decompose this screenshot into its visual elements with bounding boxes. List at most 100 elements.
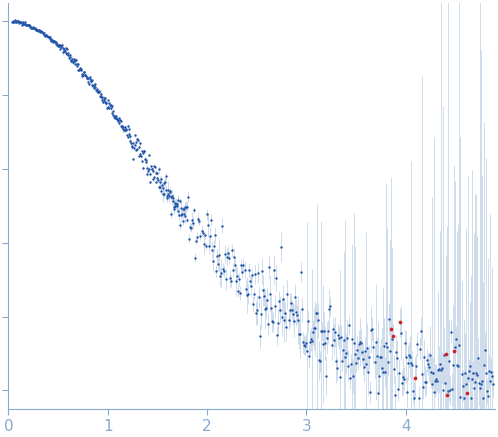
- Point: [37, 27, 45, 34]
- Point: [312, 309, 320, 316]
- Point: [270, 267, 278, 274]
- Point: [229, 266, 237, 273]
- Point: [375, 354, 383, 361]
- Point: [32, 26, 40, 33]
- Point: [289, 310, 297, 317]
- Point: [329, 326, 337, 333]
- Point: [129, 156, 137, 163]
- Point: [113, 116, 121, 123]
- Point: [431, 377, 439, 384]
- Point: [164, 190, 172, 197]
- Point: [305, 352, 313, 359]
- Point: [46, 34, 54, 41]
- Point: [474, 355, 482, 362]
- Point: [257, 310, 265, 317]
- Point: [59, 48, 67, 55]
- Point: [479, 394, 487, 401]
- Point: [180, 210, 188, 217]
- Point: [436, 361, 444, 368]
- Point: [143, 164, 151, 171]
- Point: [323, 334, 331, 341]
- Point: [29, 23, 37, 30]
- Point: [239, 268, 247, 275]
- Point: [355, 341, 363, 348]
- Point: [477, 380, 485, 387]
- Point: [446, 387, 454, 394]
- Point: [194, 215, 202, 222]
- Point: [38, 29, 46, 36]
- Point: [153, 174, 161, 181]
- Point: [473, 372, 481, 379]
- Point: [397, 329, 405, 336]
- Point: [469, 369, 477, 376]
- Point: [262, 305, 270, 312]
- Point: [51, 38, 59, 45]
- Point: [278, 314, 286, 321]
- Point: [13, 18, 21, 25]
- Point: [476, 384, 484, 391]
- Point: [117, 117, 124, 124]
- Point: [119, 124, 127, 131]
- Point: [396, 319, 404, 326]
- Point: [71, 57, 79, 64]
- Point: [411, 375, 419, 382]
- Point: [197, 232, 205, 239]
- Point: [286, 299, 294, 306]
- Point: [306, 339, 314, 346]
- Point: [310, 325, 318, 332]
- Point: [111, 114, 119, 121]
- Point: [374, 373, 382, 380]
- Point: [129, 140, 137, 147]
- Point: [25, 21, 33, 28]
- Point: [245, 267, 252, 274]
- Point: [242, 285, 249, 292]
- Point: [251, 271, 259, 278]
- Point: [114, 117, 122, 124]
- Point: [79, 73, 87, 80]
- Point: [301, 342, 309, 349]
- Point: [341, 354, 349, 361]
- Point: [332, 357, 340, 364]
- Point: [44, 33, 52, 40]
- Point: [285, 307, 293, 314]
- Point: [233, 277, 241, 284]
- Point: [163, 193, 171, 200]
- Point: [486, 378, 494, 385]
- Point: [146, 179, 154, 186]
- Point: [74, 60, 82, 67]
- Point: [234, 272, 242, 279]
- Point: [263, 296, 271, 303]
- Point: [412, 362, 420, 369]
- Point: [21, 18, 29, 25]
- Point: [475, 379, 483, 386]
- Point: [52, 40, 60, 47]
- Point: [141, 155, 149, 162]
- Point: [87, 77, 95, 84]
- Point: [119, 123, 126, 130]
- Point: [161, 186, 169, 193]
- Point: [248, 272, 255, 279]
- Point: [202, 242, 210, 249]
- Point: [374, 389, 381, 396]
- Point: [12, 18, 20, 25]
- Point: [482, 370, 490, 377]
- Point: [371, 359, 378, 366]
- Point: [144, 151, 152, 158]
- Point: [124, 133, 131, 140]
- Point: [350, 339, 358, 346]
- Point: [293, 311, 301, 318]
- Point: [142, 156, 150, 163]
- Point: [64, 49, 72, 56]
- Point: [30, 25, 38, 32]
- Point: [241, 266, 249, 273]
- Point: [288, 307, 296, 314]
- Point: [11, 17, 19, 24]
- Point: [24, 21, 32, 28]
- Point: [138, 158, 146, 165]
- Point: [133, 135, 141, 142]
- Point: [207, 216, 215, 223]
- Point: [121, 126, 129, 133]
- Point: [438, 364, 446, 371]
- Point: [366, 354, 374, 361]
- Point: [237, 290, 245, 297]
